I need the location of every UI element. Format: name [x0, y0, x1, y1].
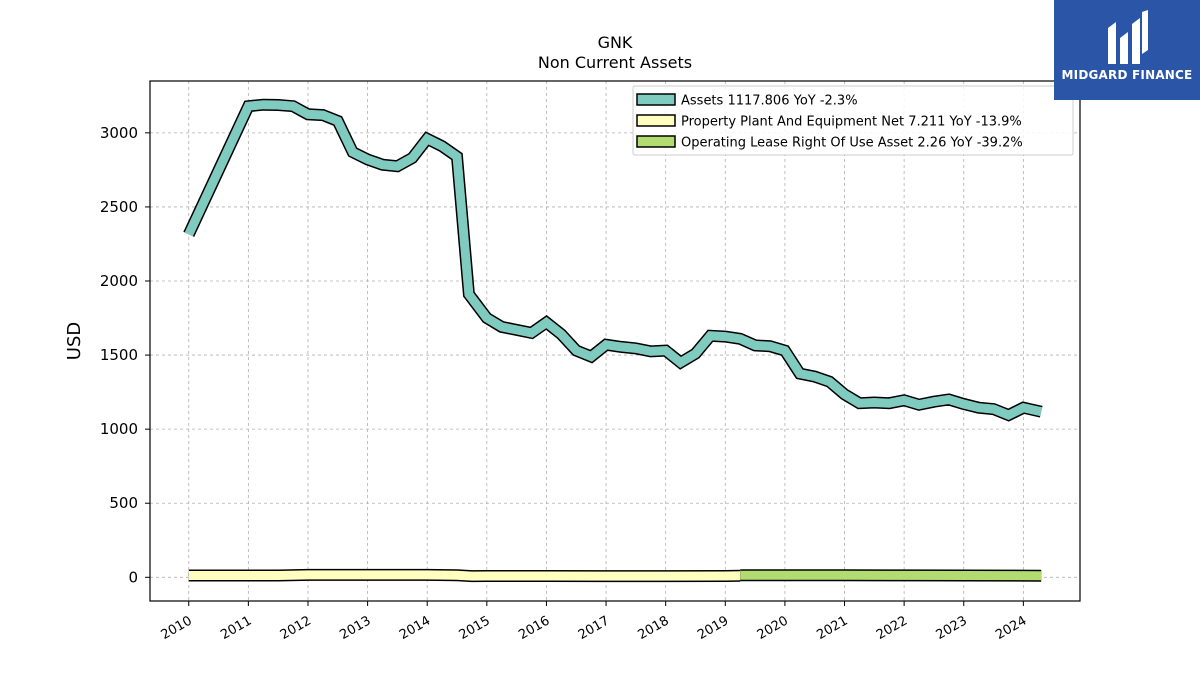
x-axis: 2010 2011 2012 2013 2014 2015 2016 2017 2018 2019… — [159, 601, 1029, 643]
y-tick-label: 500 — [109, 494, 138, 512]
legend-label: Property Plant And Equipment Net 7.211 Y… — [681, 115, 1022, 130]
series-line-0 — [184, 100, 1043, 421]
legend-label: Operating Lease Right Of Use Asset 2.26 … — [681, 136, 1023, 151]
x-tick-label: 2020 — [755, 613, 791, 643]
brand-logo-mark-icon — [1108, 10, 1148, 64]
y-axis-label: USD — [64, 322, 85, 360]
y-tick-label: 3000 — [100, 124, 138, 142]
x-tick-label: 2022 — [874, 613, 910, 643]
plot-frame — [149, 80, 1081, 602]
x-tick-label: 2015 — [457, 613, 493, 643]
legend-box — [632, 85, 1074, 156]
legend-swatch — [636, 114, 676, 127]
x-tick-label: 2024 — [993, 613, 1029, 643]
legend-swatch — [636, 93, 676, 106]
y-tick-label: 2500 — [100, 198, 138, 216]
legend-swatch — [636, 135, 676, 148]
x-tick-label: 2010 — [159, 613, 195, 643]
y-axis: 0 500 1000 1500 2000 2500 3000 — [100, 124, 150, 586]
x-tick-label: 2012 — [278, 613, 314, 643]
x-tick-label: 2023 — [934, 613, 970, 643]
y-tick-label: 0 — [128, 568, 138, 586]
chart-title: GNK — [598, 33, 633, 52]
chart-subtitle: Non Current Assets — [538, 53, 692, 72]
legend-label: Assets 1117.806 YoY -2.3% — [681, 94, 858, 109]
series-layer — [183, 98, 1043, 583]
x-tick-label: 2011 — [218, 613, 254, 643]
x-tick-label: 2013 — [337, 613, 373, 643]
x-tick-label: 2019 — [695, 613, 731, 643]
x-tick-label: 2021 — [814, 613, 850, 643]
x-tick-label: 2018 — [636, 613, 672, 643]
y-tick-label: 1500 — [100, 346, 138, 364]
x-tick-label: 2017 — [576, 613, 612, 643]
series-line-1 — [188, 570, 741, 581]
y-tick-label: 2000 — [100, 272, 138, 290]
x-tick-label: 2016 — [516, 613, 552, 643]
legend: Assets 1117.806 YoY -2.3% Property Plant … — [632, 85, 1074, 156]
brand-name: MIDGARD FINANCE — [1061, 68, 1193, 82]
x-tick-label: 2014 — [397, 613, 433, 643]
brand-logo: MIDGARD FINANCE — [1054, 0, 1200, 100]
y-tick-label: 1000 — [100, 420, 138, 438]
series-line-2 — [740, 570, 1042, 581]
